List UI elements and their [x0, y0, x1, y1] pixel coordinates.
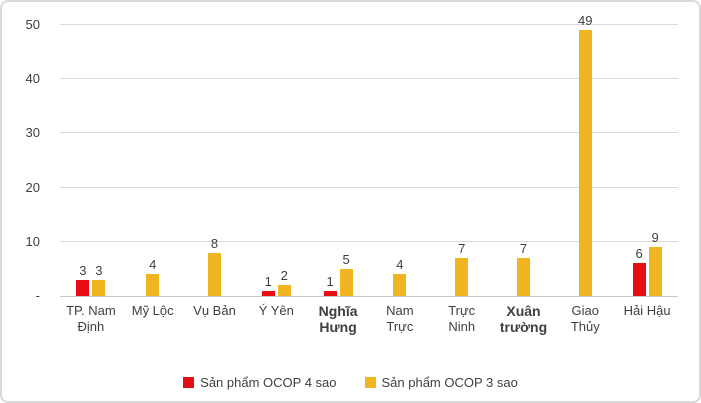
x-tick-label: Nam Trực	[386, 303, 414, 334]
x-tick-label: Nghĩa Hưng	[318, 303, 358, 335]
x-tick-label: Mỹ Lộc	[131, 303, 174, 318]
bar-value-label: 7	[458, 241, 466, 257]
bar-value-label: 4	[149, 257, 157, 273]
legend-item: Sản phẩm OCOP 4 sao	[183, 375, 337, 390]
bar-value-label: 9	[651, 230, 659, 246]
bar-column: 1	[261, 273, 275, 296]
bar-ocop-3-sao	[648, 247, 662, 296]
bar-ocop-3-sao	[92, 279, 106, 296]
gridline	[60, 241, 678, 242]
bar-value-label: 2	[280, 268, 288, 284]
bar-column: 7	[516, 241, 530, 296]
bar-column: 2	[277, 268, 291, 296]
bar-ocop-4-sao	[632, 263, 646, 296]
bar-value-label: 6	[635, 246, 643, 262]
bar-value-label: 3	[95, 262, 103, 278]
legend-label: Sản phẩm OCOP 4 sao	[200, 375, 337, 390]
bar-column: 8	[207, 235, 221, 296]
bar-column: 5	[339, 251, 353, 296]
bar-column: 1	[323, 273, 337, 296]
bar-column: 3	[76, 262, 90, 296]
category-group: 7	[493, 25, 555, 296]
x-tick-label: Trực Ninh	[448, 303, 476, 334]
y-tick-label: -	[35, 288, 40, 303]
bar-value-label: 4	[396, 257, 404, 273]
bar-ocop-3-sao	[207, 252, 221, 296]
bar-ocop-3-sao	[146, 274, 160, 296]
bar-column: 6	[632, 246, 646, 296]
bar-value-label: 1	[326, 273, 334, 289]
y-axis: - 10 20 30 40 50	[2, 17, 46, 303]
x-tick-label: Ý Yên	[258, 303, 294, 318]
y-tick-label: 50	[25, 17, 40, 32]
x-axis: TP. Nam Định Mỹ Lộc Vụ Bản Ý Yên Nghĩa Hưng N…	[60, 303, 678, 347]
bar-ocop-3-sao	[578, 30, 592, 296]
bar-ocop-3-sao	[277, 285, 291, 296]
chart-legend: Sản phẩm OCOP 4 sao Sản phẩm OCOP 3 sao	[2, 375, 699, 390]
y-tick-label: 40	[25, 71, 40, 86]
plot-area: 3 3 4 8 1 2 1 5 4 7 7 49 6 9	[60, 13, 678, 297]
gridline	[60, 24, 678, 25]
bar-ocop-3-sao	[516, 258, 530, 296]
bar-ocop-3-sao	[339, 268, 353, 296]
gridline	[60, 78, 678, 79]
bar-ocop-3-sao	[455, 258, 469, 296]
category-group: 8	[184, 25, 246, 296]
y-tick-label: 10	[25, 234, 40, 249]
x-tick-label: Giao Thủy	[570, 303, 600, 334]
bar-column: 7	[455, 241, 469, 296]
bar-value-label: 7	[519, 241, 528, 257]
bar-value-label: 1	[264, 273, 272, 289]
gridline	[60, 132, 678, 133]
bar-value-label: 49	[578, 13, 593, 29]
y-tick-label: 20	[25, 180, 40, 195]
legend-item: Sản phẩm OCOP 3 sao	[364, 375, 518, 390]
x-tick-label: Hải Hậu	[623, 303, 671, 318]
category-group: 7	[431, 25, 493, 296]
category-group: 49	[554, 13, 616, 296]
gridline	[60, 187, 678, 188]
bar-column: 4	[393, 257, 407, 296]
x-tick-label: Xuân trường	[499, 303, 548, 335]
legend-label: Sản phẩm OCOP 3 sao	[381, 375, 518, 390]
category-group: 4	[369, 25, 431, 296]
x-axis-baseline	[60, 296, 678, 297]
bar-column: 9	[648, 230, 662, 296]
bar-value-label: 5	[342, 251, 350, 267]
bar-column: 4	[146, 257, 160, 296]
legend-swatch-ocop-4-sao	[183, 377, 195, 388]
bar-column: 3	[92, 262, 106, 296]
x-tick-label: TP. Nam Định	[66, 303, 116, 334]
bar-ocop-4-sao	[323, 290, 337, 296]
x-tick-label: Vụ Bản	[193, 303, 236, 318]
bar-column: 49	[578, 13, 593, 296]
bar-ocop-4-sao	[76, 279, 90, 296]
bar-value-label: 3	[79, 262, 87, 278]
bar-value-label: 8	[210, 235, 219, 251]
bar-ocop-4-sao	[261, 290, 275, 296]
bar-ocop-3-sao	[393, 274, 407, 296]
y-tick-label: 30	[25, 125, 40, 140]
category-group: 4	[122, 25, 184, 296]
legend-swatch-ocop-3-sao	[364, 377, 376, 388]
